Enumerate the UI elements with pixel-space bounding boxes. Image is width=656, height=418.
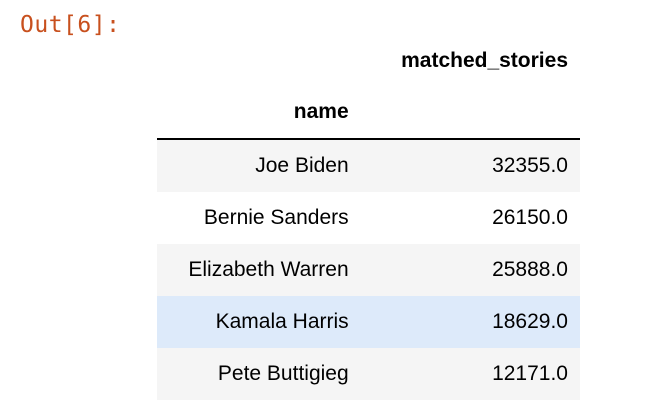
table-row[interactable]: Joe Biden 32355.0 (157, 139, 580, 192)
table-row[interactable]: Elizabeth Warren 25888.0 (157, 244, 580, 296)
row-index-cell: Pete Buttigieg (157, 348, 361, 400)
table-row-hovered[interactable]: Kamala Harris 18629.0 (157, 296, 580, 348)
table-row[interactable]: Pete Buttigieg 12171.0 (157, 348, 580, 400)
row-value-cell: 26150.0 (360, 192, 580, 244)
row-index-cell: Elizabeth Warren (157, 244, 361, 296)
row-value-cell: 12171.0 (360, 348, 580, 400)
index-name-row: name (157, 86, 580, 140)
row-value-cell: 25888.0 (360, 244, 580, 296)
column-header-row: matched_stories (157, 36, 580, 86)
index-name-header: name (157, 86, 361, 140)
blank-header-cell (157, 36, 361, 86)
row-value-cell: 18629.0 (360, 296, 580, 348)
row-index-cell: Joe Biden (157, 139, 361, 192)
row-value-cell: 32355.0 (360, 139, 580, 192)
output-prompt: Out[6]: (20, 12, 121, 38)
row-index-cell: Kamala Harris (157, 296, 361, 348)
column-header-matched-stories: matched_stories (401, 49, 568, 72)
row-index-cell: Bernie Sanders (157, 192, 361, 244)
dataframe-table: matched_stories name Joe Biden 32355.0 B… (157, 36, 580, 400)
blank-index-cell (360, 86, 580, 140)
table-row[interactable]: Bernie Sanders 26150.0 (157, 192, 580, 244)
